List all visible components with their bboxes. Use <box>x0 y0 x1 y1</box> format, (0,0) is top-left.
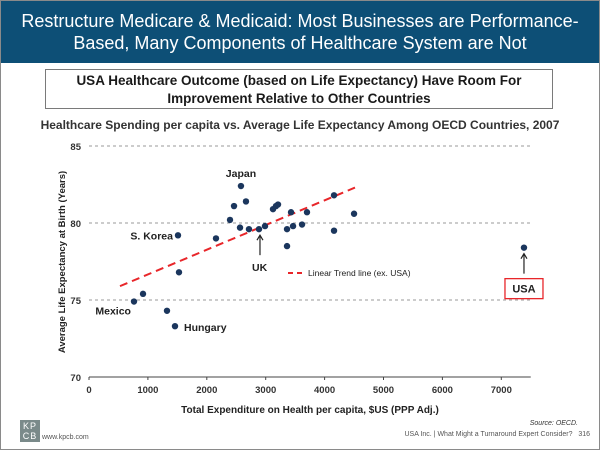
data-point-1 <box>139 290 147 298</box>
data-point-21 <box>289 222 297 230</box>
x-tick-label-4000: 4000 <box>314 385 335 396</box>
data-point-usa <box>520 244 528 251</box>
x-tick-label-2000: 2000 <box>196 385 217 396</box>
label-usa: USA <box>512 284 535 296</box>
data-point-11 <box>236 224 244 231</box>
data-point-10 <box>242 198 250 205</box>
label-hungary: Hungary <box>184 322 227 334</box>
kpcb-logo: KP CB <box>20 420 40 442</box>
data-point-22 <box>298 221 306 228</box>
data-point-hungary <box>171 322 179 330</box>
data-point-23 <box>283 242 291 250</box>
x-tick-label-3000: 3000 <box>255 385 276 396</box>
chart-title: Healthcare Spending per capita vs. Avera… <box>40 118 560 132</box>
x-tick-label-5000: 5000 <box>373 385 394 396</box>
legend-trend-label: Linear Trend line (ex. USA) <box>308 268 411 278</box>
footer-branding: KP CB www.kpcb.com <box>20 420 89 442</box>
data-point-4 <box>175 269 183 276</box>
point-labels: Japan S. Korea Mexico Hungary UK USA <box>95 168 544 334</box>
data-point-8 <box>230 202 238 210</box>
data-points <box>130 182 528 330</box>
label-mexico: Mexico <box>95 306 131 318</box>
slide-header: Restructure Medicare & Medicaid: Most Bu… <box>1 1 599 63</box>
page-number: 316 <box>578 431 590 438</box>
y-tick-label-85: 85 <box>70 142 81 153</box>
y-tick-label-70: 70 <box>70 373 81 384</box>
data-point-12 <box>245 225 253 233</box>
axes: 70 75 80 85 0 1000 2000 3000 4000 5000 6000 7000 <box>70 142 531 396</box>
x-tick-label-6000: 6000 <box>432 385 453 396</box>
x-tick-label-7000: 7000 <box>491 385 512 396</box>
x-tick-label-0: 0 <box>86 385 91 396</box>
data-point-25 <box>330 227 338 234</box>
data-point-mexico <box>130 298 138 305</box>
data-point-7 <box>226 216 234 224</box>
data-point-s-korea <box>174 232 182 239</box>
data-point-uk <box>255 225 263 233</box>
website-link[interactable]: www.kpcb.com <box>42 434 89 441</box>
subtitle-line-1: USA Healthcare Outcome (based on Life Ex… <box>76 73 522 88</box>
data-point-18 <box>287 209 295 216</box>
usa-arrow-head-icon <box>520 252 528 259</box>
data-point-17 <box>274 201 282 208</box>
x-tick-label-1000: 1000 <box>137 385 158 396</box>
y-tick-label-80: 80 <box>70 219 81 230</box>
label-s-korea: S. Korea <box>130 230 173 242</box>
subtitle-box: USA Healthcare Outcome (based on Life Ex… <box>45 69 553 109</box>
logo-top-text: KP <box>22 421 37 431</box>
y-axis-label: Average Life Expectancy at Birth (Years) <box>57 171 68 353</box>
trend-line-group <box>119 186 356 288</box>
header-line-1: Restructure Medicare & Medicaid: Most Bu… <box>21 11 579 31</box>
data-point-24 <box>330 192 338 199</box>
data-point-japan <box>237 182 245 190</box>
label-uk: UK <box>252 262 268 274</box>
label-japan: Japan <box>226 168 256 180</box>
data-point-2 <box>163 307 171 314</box>
y-tick-label-75: 75 <box>70 296 81 307</box>
data-point-20 <box>283 225 291 233</box>
subtitle-line-2: Improvement Relative to Other Countries <box>167 91 431 106</box>
source-note: Source: OECD. <box>529 420 578 427</box>
trend-line <box>119 186 356 288</box>
legend: Linear Trend line (ex. USA) <box>288 268 411 278</box>
data-point-6 <box>212 235 220 242</box>
logo-bottom-text: CB <box>22 431 38 441</box>
uk-arrow-head-icon <box>256 233 264 241</box>
footer-right: USA Inc. | What Might a Turnaround Exper… <box>405 431 591 438</box>
data-point-26 <box>350 210 358 217</box>
x-axis-label: Total Expenditure on Health per capita, … <box>181 405 439 416</box>
footer-caption: USA Inc. | What Might a Turnaround Exper… <box>404 431 573 438</box>
header-line-2: Based, Many Components of Healthcare Sys… <box>73 33 527 53</box>
gridlines <box>89 145 531 301</box>
usa-highlight-box <box>504 277 544 300</box>
data-point-19 <box>303 209 311 216</box>
data-point-14 <box>261 222 269 230</box>
